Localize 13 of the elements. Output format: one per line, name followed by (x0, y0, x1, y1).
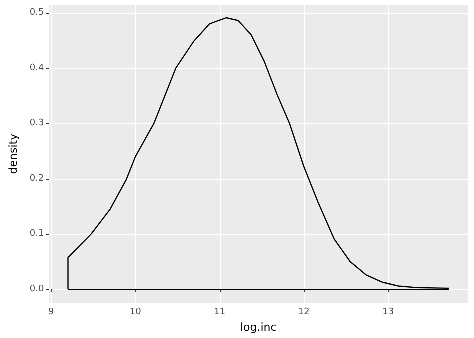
y-axis-title: density (7, 133, 20, 174)
y-tick-label: 0.0 (30, 284, 44, 295)
x-tick-label: 11 (214, 308, 226, 318)
x-tick-label: 12 (298, 308, 310, 318)
y-tick-label: 0.3 (30, 118, 44, 129)
x-axis-title: log.inc (240, 321, 277, 334)
y-tick-label: 0.4 (30, 63, 44, 74)
x-tick-label: 9 (48, 308, 55, 318)
y-tick-label: 0.5 (30, 8, 44, 18)
y-tick-label: 0.1 (30, 229, 44, 240)
x-tick-label: 10 (130, 308, 142, 318)
y-tick-label: 0.2 (30, 174, 44, 184)
x-tick-label: 13 (382, 308, 394, 318)
